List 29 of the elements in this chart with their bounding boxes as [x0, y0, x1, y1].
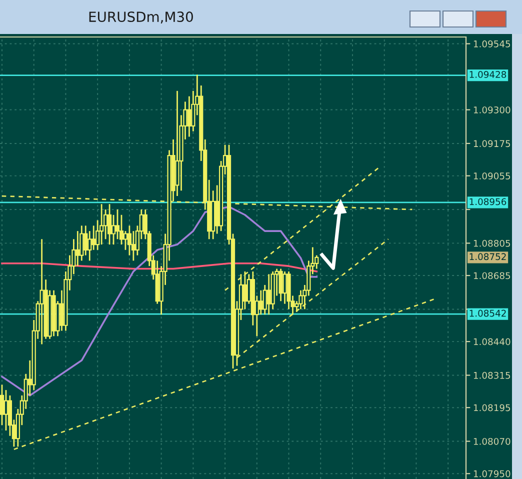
candlestick — [40, 238, 44, 345]
candlestick — [4, 389, 8, 432]
y-tick-label: 1.08315 — [474, 372, 510, 379]
y-tick-label: 1.08685 — [474, 272, 510, 280]
candlestick — [278, 268, 283, 302]
ref-line-label: 1.09428 — [470, 70, 506, 78]
y-tick-label: 1.08070 — [474, 438, 510, 445]
y-tick-label: 1.08195 — [474, 404, 510, 412]
candlestick — [92, 224, 96, 251]
text: 1.08752 — [470, 253, 506, 260]
candlestick — [258, 290, 263, 316]
candlestick — [76, 230, 80, 267]
y-tick-label: 1.09175 — [474, 140, 510, 148]
line-series — [1, 262, 318, 272]
y-tick-label: 1.08440 — [474, 338, 510, 346]
ref-line-label: 1.08542 — [470, 310, 506, 317]
candlestick — [187, 96, 192, 138]
candlestick — [282, 270, 287, 305]
candlestick — [107, 203, 112, 246]
y-tick-label: 1.09545 — [474, 40, 510, 48]
ref-line-label: 1.08956 — [470, 198, 506, 206]
candlestick — [266, 273, 271, 316]
y-tick-label: 1.08805 — [474, 240, 510, 247]
y-tick-label: 1.09055 — [474, 172, 510, 180]
chart-title: EURUSDm,M30 — [89, 12, 193, 24]
line-series — [1, 206, 318, 396]
candlestick — [123, 230, 128, 251]
y-tick-label: 1.09300 — [474, 106, 510, 114]
y-tick-label: 1.07950 — [474, 470, 510, 478]
